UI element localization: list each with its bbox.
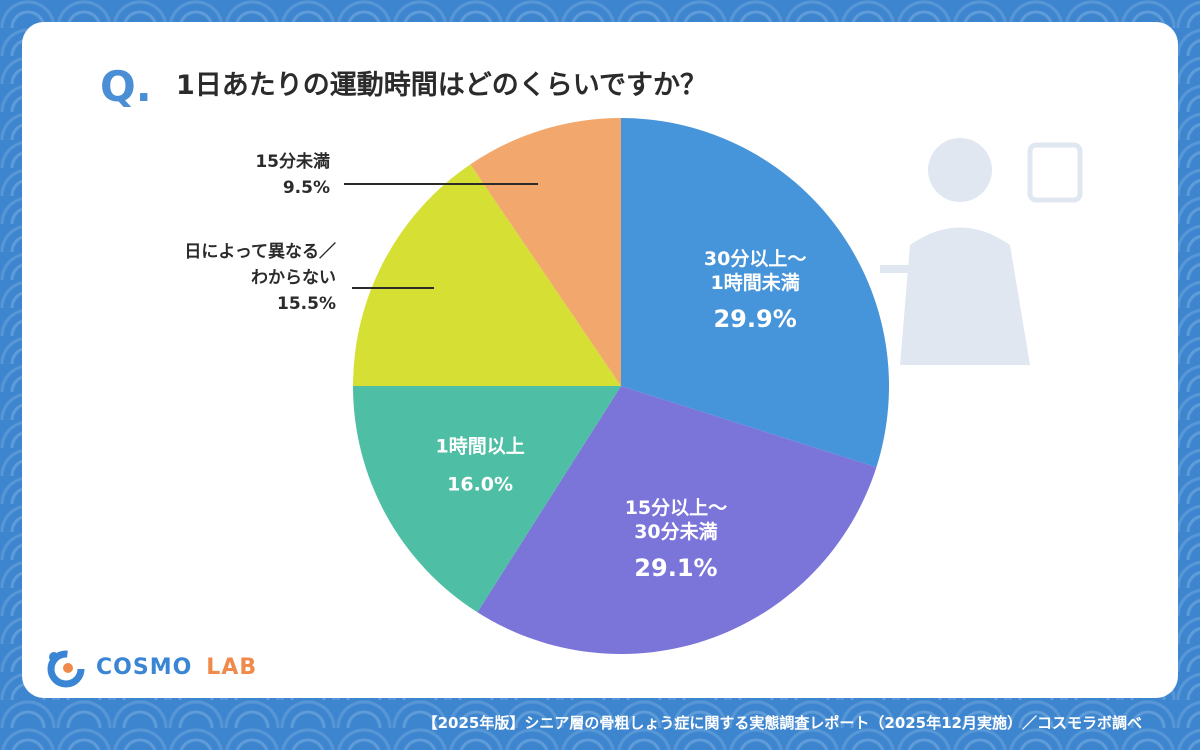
cosmo-lab-logo: COSMO LAB bbox=[44, 645, 257, 689]
slice-value: 29.9% bbox=[713, 305, 796, 333]
slice-label: 日によって異なる／ bbox=[184, 241, 336, 262]
slice-label: 30分以上～ bbox=[704, 248, 806, 270]
pie-slice bbox=[621, 118, 890, 468]
slice-value: 29.1% bbox=[634, 554, 717, 582]
slice-label: 15分以上～ bbox=[625, 497, 727, 519]
slice-label: 15分未満 bbox=[255, 151, 330, 172]
pie-slice bbox=[477, 386, 877, 654]
logo-lab-text: LAB bbox=[206, 654, 258, 680]
slice-label: わからない bbox=[251, 268, 336, 288]
question-mark: Q. bbox=[100, 62, 152, 111]
slice-value: 16.0% bbox=[447, 473, 513, 495]
slice-value: 9.5% bbox=[283, 178, 330, 198]
slice-label: 1時間以上 bbox=[435, 435, 524, 457]
slice-label: 1時間未満 bbox=[711, 271, 800, 294]
slice-value: 15.5% bbox=[277, 294, 336, 314]
question-text: 1日あたりの運動時間はどのくらいですか？ bbox=[176, 70, 707, 101]
logo-cosmo-text: COSMO bbox=[96, 654, 193, 680]
person-illustration bbox=[880, 138, 1083, 365]
slice-label: 30分未満 bbox=[634, 520, 717, 543]
pie-slice bbox=[353, 386, 621, 613]
logo-icon bbox=[47, 650, 85, 688]
pie-slice bbox=[353, 164, 621, 386]
footer-source-note: 【2025年版】シニア層の骨粗しょう症に関する実態調査レポート（2025年12月… bbox=[422, 714, 1142, 732]
